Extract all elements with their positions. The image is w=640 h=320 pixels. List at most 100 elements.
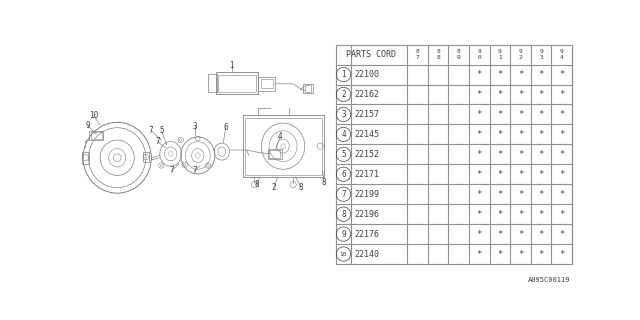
Text: *: * — [559, 229, 564, 239]
Text: *: * — [518, 70, 524, 79]
Text: *: * — [559, 210, 564, 219]
Bar — [269, 150, 280, 158]
Text: *: * — [497, 130, 502, 139]
Text: 22145: 22145 — [355, 130, 380, 139]
Text: *: * — [518, 150, 524, 159]
Text: *: * — [559, 110, 564, 119]
Text: 6: 6 — [223, 123, 228, 132]
Text: 10: 10 — [90, 111, 99, 120]
Text: 7: 7 — [341, 190, 346, 199]
Text: *: * — [497, 70, 502, 79]
Text: *: * — [538, 190, 544, 199]
Text: *: * — [538, 250, 544, 259]
Text: *: * — [477, 90, 482, 99]
Text: 8: 8 — [322, 178, 326, 187]
Bar — [259, 77, 275, 91]
Text: 7: 7 — [149, 126, 154, 135]
Text: 5: 5 — [341, 150, 346, 159]
Bar — [143, 152, 149, 162]
Bar — [268, 148, 282, 159]
Text: 2: 2 — [271, 182, 276, 191]
Text: 9
4: 9 4 — [560, 49, 564, 60]
Text: *: * — [497, 90, 502, 99]
Text: *: * — [538, 90, 544, 99]
Text: *: * — [477, 150, 482, 159]
Bar — [208, 74, 217, 92]
Text: 9
0: 9 0 — [477, 49, 481, 60]
Text: *: * — [518, 210, 524, 219]
Bar — [90, 131, 103, 140]
Text: *: * — [559, 130, 564, 139]
Text: 22162: 22162 — [355, 90, 380, 99]
Bar — [260, 79, 273, 88]
Text: 7: 7 — [193, 166, 197, 175]
Text: *: * — [477, 70, 482, 79]
Text: *: * — [477, 229, 482, 239]
Text: *: * — [559, 150, 564, 159]
Text: *: * — [518, 130, 524, 139]
Text: 7: 7 — [169, 166, 174, 175]
Text: *: * — [538, 70, 544, 79]
Text: 10: 10 — [340, 252, 348, 257]
Text: 8
8: 8 8 — [436, 49, 440, 60]
Text: *: * — [497, 110, 502, 119]
Text: *: * — [497, 190, 502, 199]
Text: *: * — [477, 210, 482, 219]
Text: 22140: 22140 — [355, 250, 380, 259]
Text: 4: 4 — [341, 130, 346, 139]
Bar — [91, 132, 102, 139]
Text: 9
3: 9 3 — [540, 49, 543, 60]
Bar — [245, 118, 322, 175]
Text: 8
9: 8 9 — [457, 49, 461, 60]
Text: 9
1: 9 1 — [498, 49, 502, 60]
Text: *: * — [477, 170, 482, 179]
Text: *: * — [518, 90, 524, 99]
Text: 5: 5 — [159, 126, 164, 135]
Text: *: * — [538, 210, 544, 219]
Text: *: * — [497, 150, 502, 159]
Text: *: * — [518, 190, 524, 199]
Text: *: * — [497, 250, 502, 259]
Text: A095C00119: A095C00119 — [528, 277, 571, 283]
Bar — [243, 116, 324, 177]
Text: 2: 2 — [341, 90, 346, 99]
Text: 9: 9 — [341, 229, 346, 239]
Text: *: * — [497, 170, 502, 179]
Text: *: * — [518, 110, 524, 119]
Text: *: * — [518, 250, 524, 259]
Text: 22199: 22199 — [355, 190, 380, 199]
Text: *: * — [477, 250, 482, 259]
Text: 3: 3 — [193, 122, 197, 131]
Text: *: * — [497, 210, 502, 219]
Text: 8: 8 — [254, 180, 259, 189]
Text: *: * — [518, 229, 524, 239]
Text: 22176: 22176 — [355, 229, 380, 239]
Text: *: * — [477, 110, 482, 119]
Text: 4: 4 — [278, 132, 282, 141]
Text: *: * — [559, 170, 564, 179]
Text: 8
7: 8 7 — [415, 49, 419, 60]
Text: *: * — [538, 110, 544, 119]
Text: 22152: 22152 — [355, 150, 380, 159]
Text: 22196: 22196 — [355, 210, 380, 219]
Text: *: * — [559, 250, 564, 259]
Text: 8: 8 — [341, 210, 346, 219]
Text: *: * — [538, 150, 544, 159]
Text: 9
2: 9 2 — [518, 49, 522, 60]
Text: 22100: 22100 — [355, 70, 380, 79]
Text: 22157: 22157 — [355, 110, 380, 119]
Text: *: * — [538, 170, 544, 179]
Text: 7: 7 — [155, 137, 160, 146]
Bar — [305, 85, 311, 92]
Text: *: * — [497, 229, 502, 239]
Text: *: * — [518, 170, 524, 179]
Text: 6: 6 — [341, 170, 346, 179]
Text: *: * — [477, 190, 482, 199]
Text: PARTS CORD: PARTS CORD — [346, 50, 396, 59]
Text: 9: 9 — [85, 121, 90, 130]
Text: 3: 3 — [341, 110, 346, 119]
Bar — [83, 152, 88, 164]
Text: *: * — [559, 90, 564, 99]
Bar — [303, 84, 312, 93]
Text: 1: 1 — [230, 61, 234, 70]
